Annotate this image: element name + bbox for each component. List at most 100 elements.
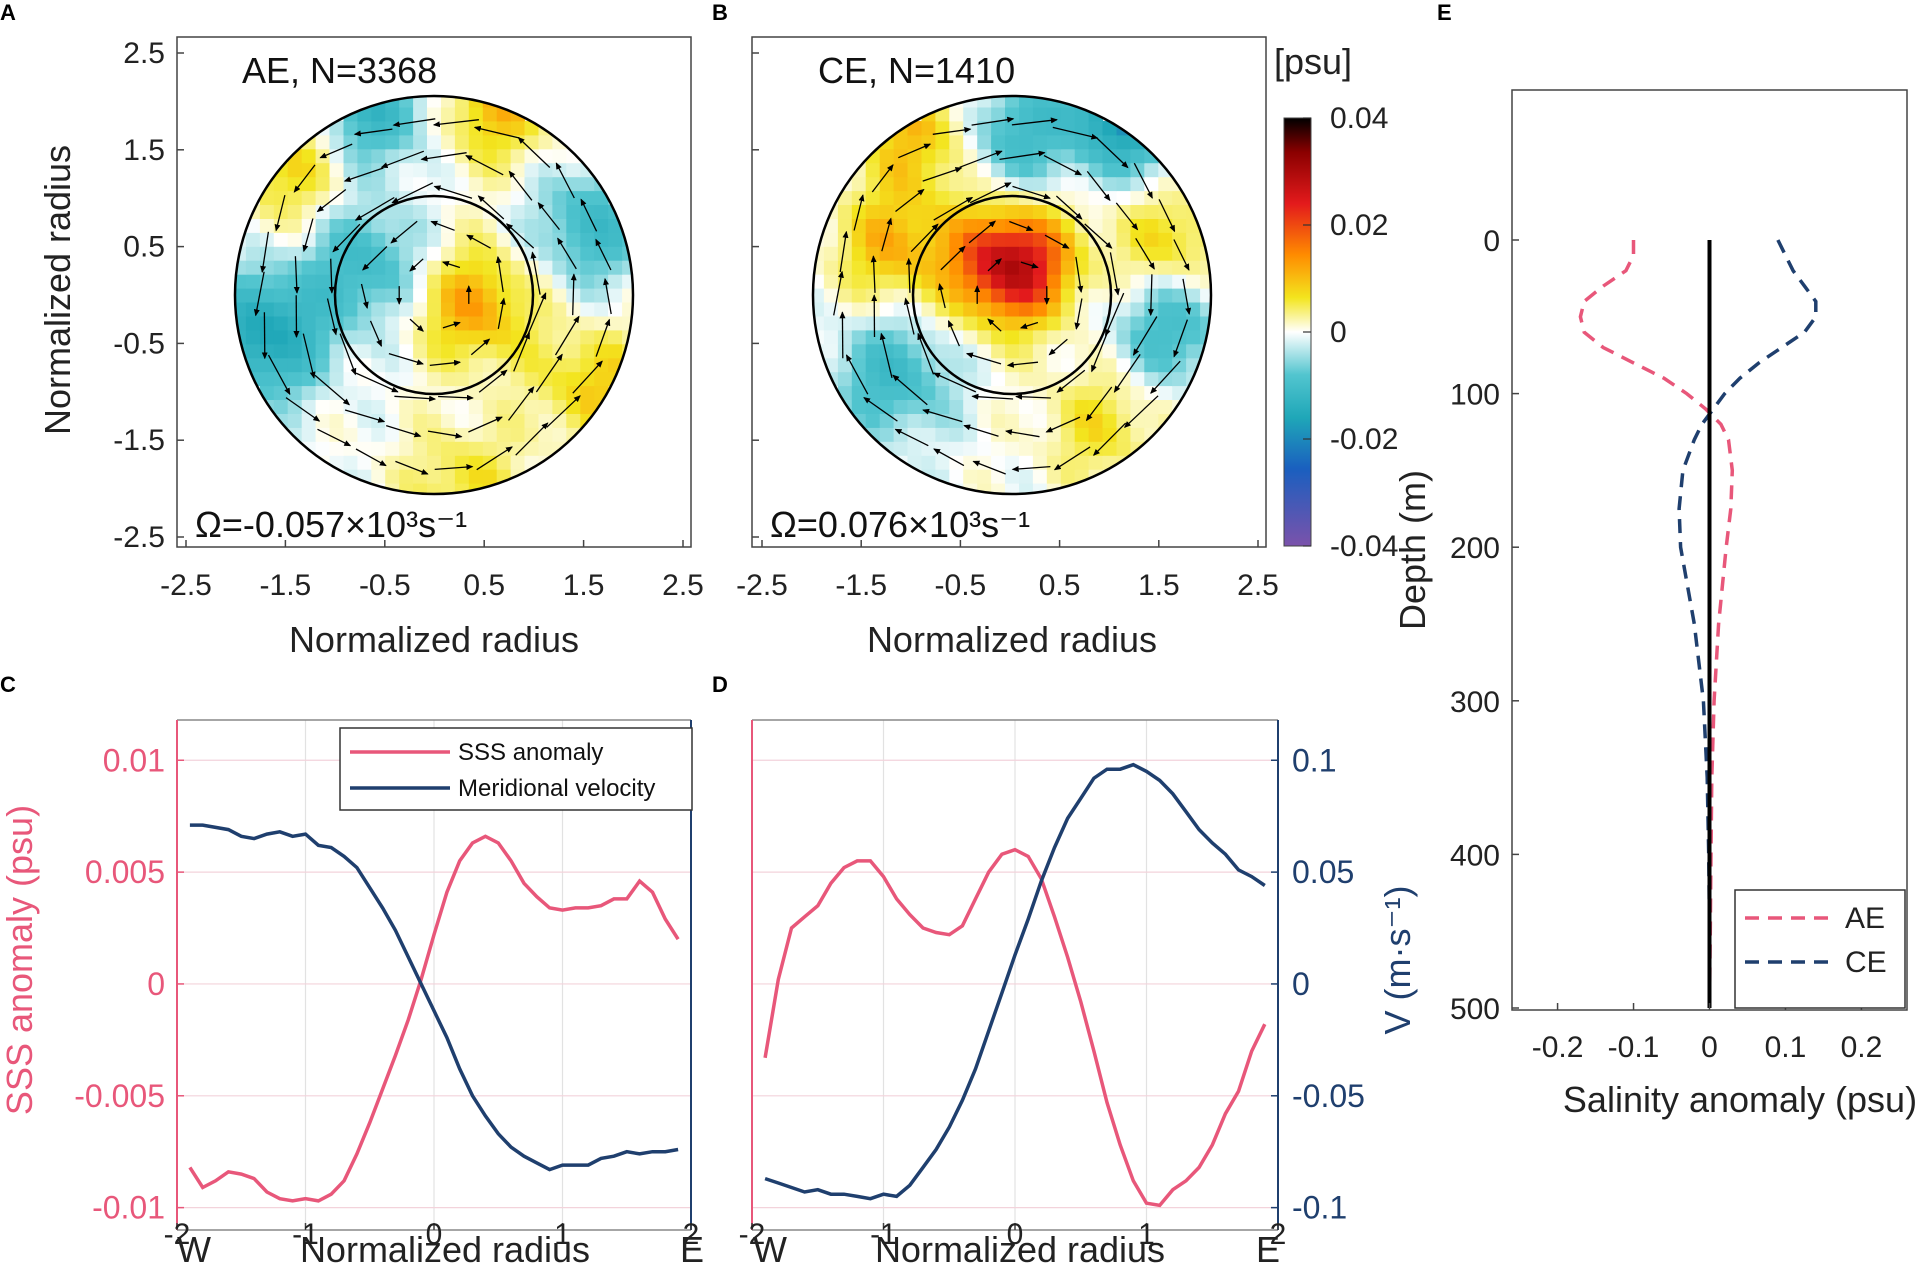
heatmap-cell xyxy=(935,120,950,136)
heatmap-cell xyxy=(524,134,539,150)
c-x-tick: 0 xyxy=(426,1218,443,1251)
heatmap-cell xyxy=(1060,302,1076,317)
heatmap-cell xyxy=(1088,302,1104,317)
heatmap-cell xyxy=(893,232,909,247)
velocity-arrow xyxy=(570,273,577,316)
heatmap-cell xyxy=(399,260,414,275)
panel-c-y-label: SSS anomaly (psu) xyxy=(0,805,40,1115)
heatmap-cell xyxy=(1005,329,1020,345)
heatmap-cell xyxy=(977,204,992,219)
colorbar-tick: -0.04 xyxy=(1330,530,1398,563)
heatmap-cell xyxy=(399,246,414,261)
heatmap-cell xyxy=(991,204,1006,219)
heatmap-cell xyxy=(427,106,442,122)
heatmap-cell xyxy=(1116,385,1131,400)
heatmap-cell xyxy=(1032,315,1048,331)
heatmap-cell xyxy=(259,218,275,233)
heatmap-cell xyxy=(1019,176,1034,192)
heatmap-cell xyxy=(413,302,428,317)
heatmap-cell xyxy=(851,190,867,205)
panel-e-y-tick: 400 xyxy=(1450,839,1500,872)
heatmap-cell xyxy=(343,218,358,233)
heatmap-cell xyxy=(977,288,992,303)
heatmap-cell xyxy=(1088,218,1104,233)
heatmap-cell xyxy=(287,204,303,219)
heatmap-cell xyxy=(301,427,317,442)
heatmap-cell xyxy=(315,274,331,289)
heatmap-cell xyxy=(921,413,936,428)
heatmap-cell xyxy=(879,399,895,414)
heatmap-cell xyxy=(1144,371,1159,387)
heatmap-cell xyxy=(287,413,303,428)
heatmap-cell xyxy=(879,427,895,442)
heatmap-cell xyxy=(893,176,909,192)
velocity-arrow xyxy=(1132,316,1158,356)
velocity-arrow xyxy=(409,258,424,272)
heatmap-cell xyxy=(1046,134,1062,150)
velocity-arrow xyxy=(595,238,612,271)
heatmap-cell xyxy=(524,148,539,164)
heatmap-cell xyxy=(301,371,317,387)
heatmap-cell xyxy=(273,315,289,331)
heatmap-cell xyxy=(441,371,456,387)
heatmap-cell xyxy=(235,260,247,275)
heatmap-cell xyxy=(1172,315,1187,331)
heatmap-cell xyxy=(259,315,275,331)
heatmap-cell xyxy=(538,232,553,247)
heatmap-cell xyxy=(510,148,526,164)
heatmap-cell xyxy=(977,162,992,178)
heatmap-cell xyxy=(1200,274,1211,289)
heatmap-cell xyxy=(343,288,358,303)
colorbar-unit: [psu] xyxy=(1274,41,1352,82)
panel-e-ce-profile xyxy=(1677,239,1818,1008)
d-x-tick: -2 xyxy=(739,1218,766,1251)
heatmap-cell xyxy=(1186,274,1201,289)
velocity-arrow xyxy=(470,338,491,356)
heatmap-cell xyxy=(823,288,839,303)
heatmap-cell xyxy=(1186,232,1201,247)
velocity-arrow xyxy=(1053,446,1091,471)
panel-a-outer-circle xyxy=(233,94,635,496)
heatmap-cell xyxy=(921,385,936,400)
heatmap-cell xyxy=(1200,302,1211,317)
heatmap-cell xyxy=(1088,371,1104,387)
heatmap-cell xyxy=(510,190,526,205)
heatmap-cell xyxy=(454,399,470,414)
heatmap-cell xyxy=(301,204,317,219)
heatmap-cell xyxy=(977,441,992,456)
velocity-arrow xyxy=(933,196,974,221)
heatmap-cell xyxy=(1102,162,1117,178)
heatmap-cell xyxy=(482,302,498,317)
heatmap-cell xyxy=(301,385,317,400)
heatmap-cell xyxy=(413,357,428,373)
heatmap-cell xyxy=(510,218,526,233)
panel-a-y-tick: -1.5 xyxy=(113,424,165,457)
heatmap-cell xyxy=(482,469,498,484)
heatmap-cell xyxy=(837,218,853,233)
heatmap-cell xyxy=(1019,371,1034,387)
velocity-arrow xyxy=(557,237,577,270)
heatmap-cell xyxy=(329,441,344,456)
velocity-arrow xyxy=(546,395,581,428)
heatmap-cell xyxy=(1046,441,1062,456)
heatmap-cell xyxy=(813,329,825,345)
heatmap-cell xyxy=(1074,148,1090,164)
heatmap-cell xyxy=(879,371,895,387)
heatmap-cell xyxy=(259,288,275,303)
heatmap-cell xyxy=(441,162,456,178)
heatmap-cell xyxy=(1060,148,1076,164)
heatmap-cell xyxy=(608,274,623,289)
heatmap-cell xyxy=(524,176,539,192)
heatmap-cell xyxy=(538,274,553,289)
heatmap-cell xyxy=(357,399,372,414)
velocity-arrow xyxy=(1005,429,1040,438)
heatmap-cell xyxy=(482,427,498,442)
heatmap-cell xyxy=(991,274,1006,289)
heatmap-cell xyxy=(510,204,526,219)
heatmap-cell xyxy=(1144,246,1159,261)
heatmap-cell xyxy=(991,399,1006,414)
heatmap-cell xyxy=(907,232,922,247)
heatmap-cell xyxy=(1116,274,1131,289)
heatmap-cell xyxy=(1019,162,1034,178)
velocity-arrow xyxy=(260,231,270,273)
